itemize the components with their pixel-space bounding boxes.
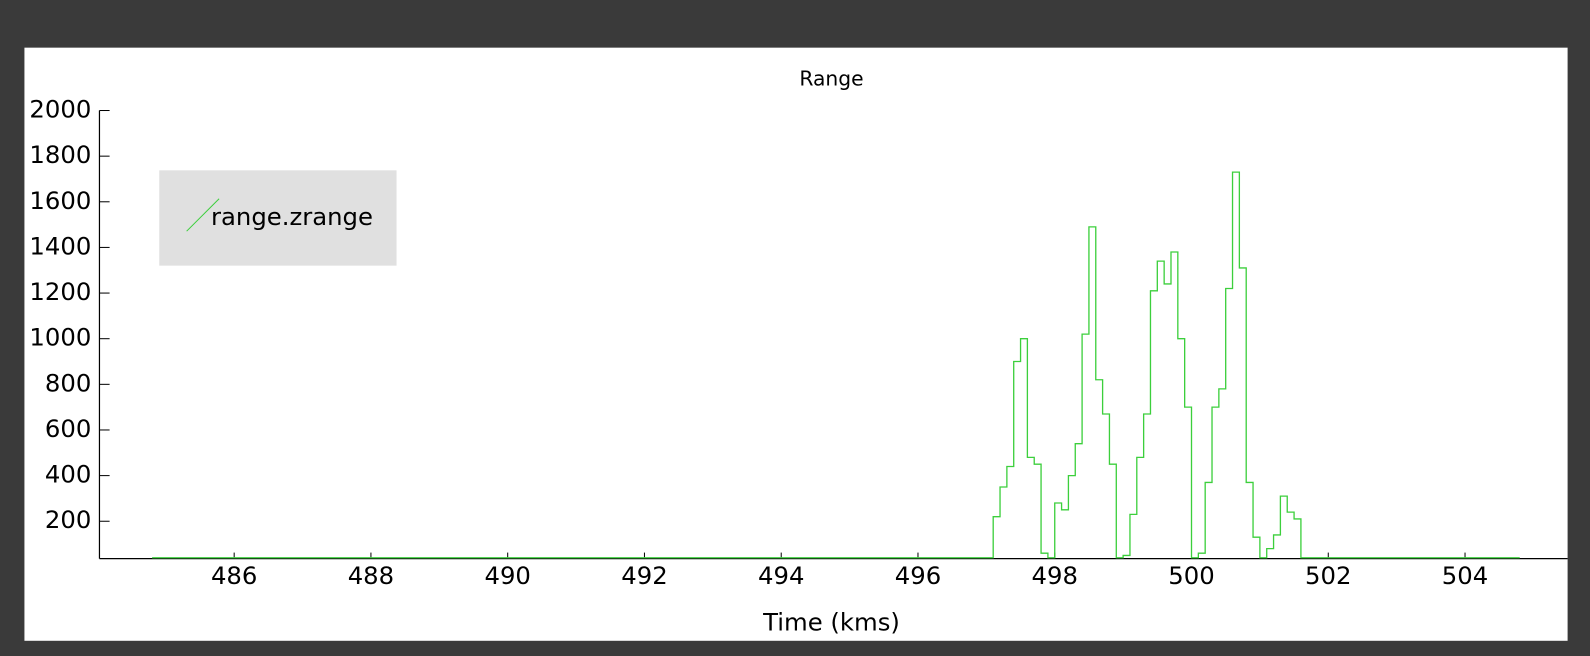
y-tick-label: 400: [45, 460, 91, 489]
x-tick-label: 492: [621, 561, 667, 590]
legend: range.zrange: [159, 170, 397, 266]
x-tick-label: 500: [1168, 561, 1214, 590]
y-tick-label: 1800: [29, 140, 91, 169]
y-tick-label: 200: [45, 505, 91, 534]
x-tick-label: 496: [895, 561, 941, 590]
x-tick-label: 486: [211, 561, 257, 590]
x-tick-label: 494: [758, 561, 804, 590]
legend-box: [159, 170, 397, 266]
y-tick-label: 800: [45, 368, 91, 397]
y-tick-label: 1600: [29, 186, 91, 215]
y-tick-label: 2000: [29, 95, 91, 124]
y-tick-label: 600: [45, 414, 91, 443]
x-axis-label: Time (kms): [762, 608, 900, 637]
y-tick-label: 1400: [29, 231, 91, 260]
y-tick-label: 1200: [29, 277, 91, 306]
x-tick-label: 504: [1442, 561, 1488, 590]
x-tick-label: 502: [1305, 561, 1351, 590]
x-tick-label: 488: [348, 561, 394, 590]
chart-title: Range: [799, 67, 863, 91]
legend-label: range.zrange: [211, 202, 373, 231]
legend-swatch: [186, 198, 220, 232]
data-line: [152, 171, 1520, 559]
x-tick-label: 498: [1032, 561, 1078, 590]
x-tick-label: 490: [484, 561, 530, 590]
y-tick-label: 1000: [29, 323, 91, 352]
plot-panel: [24, 47, 1568, 641]
